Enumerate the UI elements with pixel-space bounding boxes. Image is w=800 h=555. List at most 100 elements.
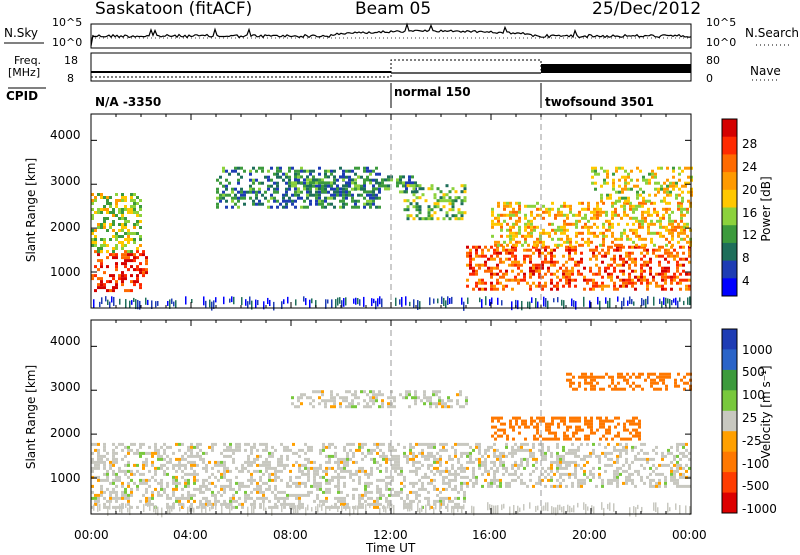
velocity-cell [637,472,640,476]
power-cell [481,251,484,255]
velocity-cell [643,457,646,461]
xaxis-label: Time UT [366,541,416,555]
velocity-cell [447,396,450,400]
power-cell [496,251,499,255]
velocity-cell [364,472,367,476]
power-cell [628,263,631,267]
power-cell [594,187,597,191]
velocity-cell [337,481,340,485]
vel-cb-tick-100: 100 [742,388,765,402]
velocity-cell [229,469,232,473]
velocity-cell [424,475,427,479]
velocity-cell [265,469,268,473]
power-cell [258,202,261,206]
velocity-cell [262,490,265,494]
power-cell [535,248,538,252]
velocity-cell [334,502,337,506]
velocity-cell [625,457,628,461]
power-cell [121,235,124,238]
power-cell [357,166,360,170]
power-cell [602,243,605,247]
power-cell [623,204,626,208]
power-cell [506,201,509,205]
velocity-cell [497,419,500,423]
power-cell [418,217,422,221]
velocity-cell [668,375,671,379]
power-cell [647,228,650,232]
power-cell [671,243,674,247]
velocity-cell [556,469,559,473]
velocity-cell [256,484,259,488]
velocity-cell [286,445,289,449]
velocity-cell [635,375,638,379]
power-cell [500,234,503,238]
velocity-cell [346,457,349,461]
power-cell [566,237,569,241]
power-cell [279,202,282,206]
power-cell [595,254,598,258]
power-fringe [467,297,469,304]
power-cell [597,172,600,176]
velocity-cell [415,496,418,500]
velocity-cell [577,481,580,485]
velocity-cell [556,457,559,461]
velocity-cell [523,457,526,461]
power-cell [327,190,330,194]
velocity-cell [578,384,581,388]
velocity-cell [361,451,364,455]
velocity-cell [133,463,136,467]
velocity-cell [190,493,193,497]
power-cell [592,281,595,285]
velocity-cell [91,442,94,446]
power-cell [327,181,330,185]
power-cell [628,272,631,276]
power-cell [115,202,118,205]
velocity-cell [337,496,340,500]
velocity-cell [310,445,313,449]
power-cell [127,268,130,272]
power-cell [638,201,641,205]
power-cell [594,169,597,173]
power-cell [460,184,464,188]
power-cell [643,269,646,273]
power-cell [366,202,369,206]
power-cell [234,193,237,197]
velocity-fringe [451,506,453,513]
freq-trace-twofsound [541,64,691,73]
velocity-colorbar-swatch [722,451,737,473]
power-cell [613,287,616,291]
velocity-cell [545,425,548,429]
power-cell [642,178,645,182]
velocity-cell [623,422,626,426]
velocity-cell [514,469,517,473]
velocity-fringe [253,507,255,514]
power-cell [674,225,677,229]
velocity-cell [390,396,393,400]
power-cell [112,274,115,278]
power-cell [673,254,676,258]
velocity-cell [286,448,289,452]
power-cell [112,289,115,293]
power-cell [512,234,515,238]
power-cell [638,222,641,226]
velocity-cell [334,451,337,455]
power-cell [357,205,360,209]
velocity-cell [640,442,643,446]
power-cell [652,251,655,255]
velocity-cell [533,434,536,438]
power-cell [626,201,629,205]
velocity-cell [550,475,553,479]
velocity-cell [394,466,397,470]
velocity-cell [372,393,375,397]
power-cell [115,283,118,287]
power-cell [527,243,530,247]
velocity-cell [346,454,349,458]
velocity-cell [400,472,403,476]
power-cell [614,213,617,217]
power-cell [112,208,115,211]
power-cell [267,187,270,191]
power-cell [649,266,652,270]
velocity-cell [499,484,502,488]
power-cell [282,172,285,176]
power-cell [115,265,118,269]
